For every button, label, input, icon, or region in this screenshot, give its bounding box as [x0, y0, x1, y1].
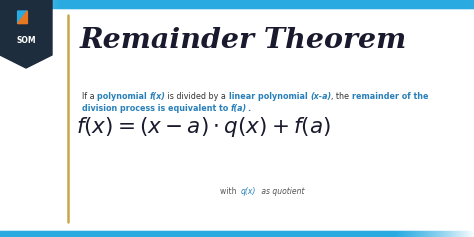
Text: polynomial: polynomial: [97, 92, 150, 101]
Text: f(a): f(a): [231, 104, 247, 113]
Polygon shape: [18, 11, 27, 24]
Text: Remainder Theorem: Remainder Theorem: [80, 27, 407, 54]
Text: as quotient: as quotient: [259, 187, 304, 196]
Text: q(x): q(x): [241, 187, 256, 196]
Text: linear polynomial: linear polynomial: [229, 92, 310, 101]
Text: .: .: [247, 104, 250, 113]
Text: f(x): f(x): [150, 92, 165, 101]
Text: SOM: SOM: [16, 36, 36, 45]
Polygon shape: [18, 11, 27, 24]
Text: division process is equivalent to: division process is equivalent to: [82, 104, 231, 113]
Text: with: with: [220, 187, 239, 196]
Polygon shape: [0, 0, 52, 68]
Text: $f(x) = (x - a) \cdot q(x) + f(a)$: $f(x) = (x - a) \cdot q(x) + f(a)$: [76, 115, 331, 139]
Text: is divided by a: is divided by a: [165, 92, 229, 101]
Text: , the: , the: [331, 92, 352, 101]
Text: (x-a): (x-a): [310, 92, 331, 101]
Text: If a: If a: [82, 92, 97, 101]
Text: remainder of the: remainder of the: [352, 92, 428, 101]
